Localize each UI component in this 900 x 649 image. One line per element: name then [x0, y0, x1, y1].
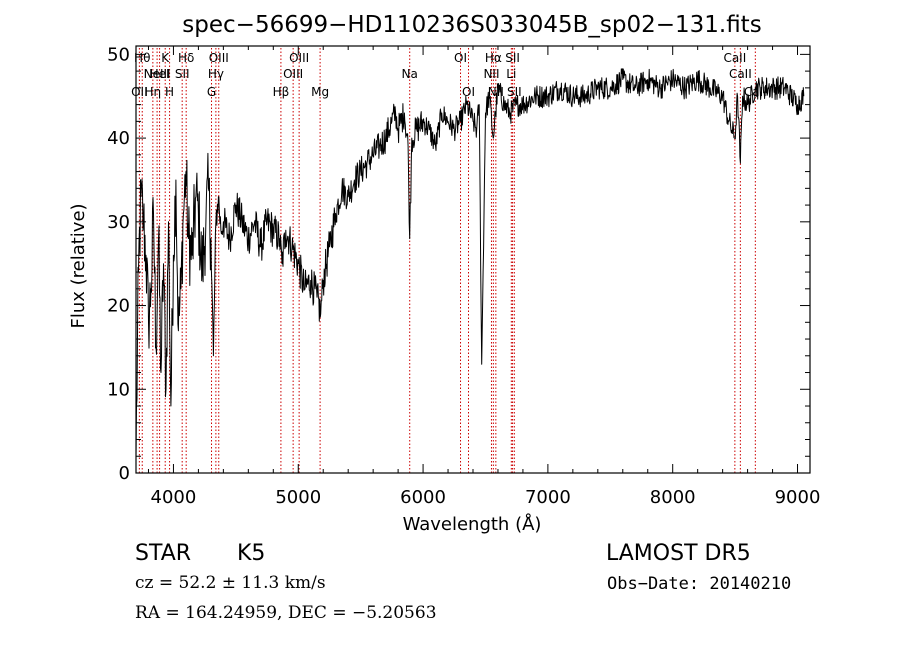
x-tick-label-1: 5000: [275, 487, 321, 508]
line-label-17-0: OI: [454, 51, 467, 65]
line-label-7-0: SII: [175, 67, 190, 81]
line-label-5-0: K: [161, 51, 170, 65]
x-tick-label-3: 7000: [525, 487, 571, 508]
line-label-16-0: Na: [402, 67, 418, 81]
velocity-readout: cz = 52.2 ± 11.3 km/s: [135, 573, 326, 593]
x-tick-label-2: 6000: [400, 487, 446, 508]
y-tick-label-0: 0: [119, 463, 130, 484]
line-label-2-0: Hη: [145, 85, 162, 99]
y-tick-label-5: 50: [107, 44, 130, 65]
line-label-15-0: Mg: [311, 85, 329, 99]
line-label-10-0: Hγ: [208, 67, 224, 81]
survey-name: LAMOST DR5: [606, 541, 751, 566]
y-tick-label-3: 30: [107, 212, 130, 233]
coordinates-readout: RA = 164.24959, DEC = −5.20563: [135, 603, 437, 623]
line-label-3-0: NeIII: [144, 67, 171, 81]
y-tick-label-2: 20: [107, 296, 130, 317]
line-label-11-0: OIII: [209, 51, 229, 65]
y-tick-label-4: 40: [107, 128, 130, 149]
line-label-1-0: Hθ: [134, 51, 150, 65]
line-label-8-0: Hδ: [178, 51, 194, 65]
x-tick-label-5: 9000: [775, 487, 821, 508]
line-label-25-0: CaII: [723, 51, 746, 65]
axes: 4000 5000 6000 7000 8000 9000 0 10 20 30 40 50: [107, 44, 820, 508]
line-label-27-0: CaII: [744, 85, 767, 99]
line-label-9-0: G: [207, 85, 216, 99]
spectral-subclass: K5: [237, 541, 266, 566]
x-tick-label-4: 8000: [650, 487, 696, 508]
plot-frame: [135, 45, 811, 474]
line-label-12-0: Hβ: [273, 85, 290, 99]
line-label-21-0: NII: [488, 85, 504, 99]
line-label-23-0: SII: [505, 51, 520, 65]
line-labels: OIIHθHηNeIIIHeIKHSIIHδGHγOIIIHβOIIIOIIIM…: [131, 51, 767, 99]
line-label-26-0: CaII: [729, 67, 752, 81]
line-label-6-0: H: [165, 85, 174, 99]
spectrum-line: [135, 68, 805, 457]
line-label-14-0: OIII: [289, 51, 309, 65]
line-label-24-0: SII: [507, 85, 522, 99]
observation-date: Obs−Date: 20140210: [607, 574, 792, 594]
line-label-22-0: Li: [506, 67, 516, 81]
line-label-19-0: NII: [483, 67, 499, 81]
line-label-4-0: HeI: [150, 67, 170, 81]
object-class: STAR: [135, 541, 192, 566]
chart-title: spec−56699−HD110236S033045B_sp02−131.fit…: [182, 12, 761, 38]
x-tick-label-0: 4000: [151, 487, 197, 508]
line-label-18-0: OI: [462, 85, 475, 99]
y-axis-label: Flux (relative): [68, 203, 89, 328]
x-axis-label: Wavelength (Å): [403, 513, 542, 535]
y-tick-label-1: 10: [107, 379, 130, 400]
spectral-line-markers: [138, 48, 756, 473]
line-label-13-0: OIII: [283, 67, 303, 81]
line-label-0-0: OII: [131, 85, 148, 99]
line-label-20-0: Hα: [485, 51, 502, 65]
spectrum-series: [135, 68, 805, 457]
